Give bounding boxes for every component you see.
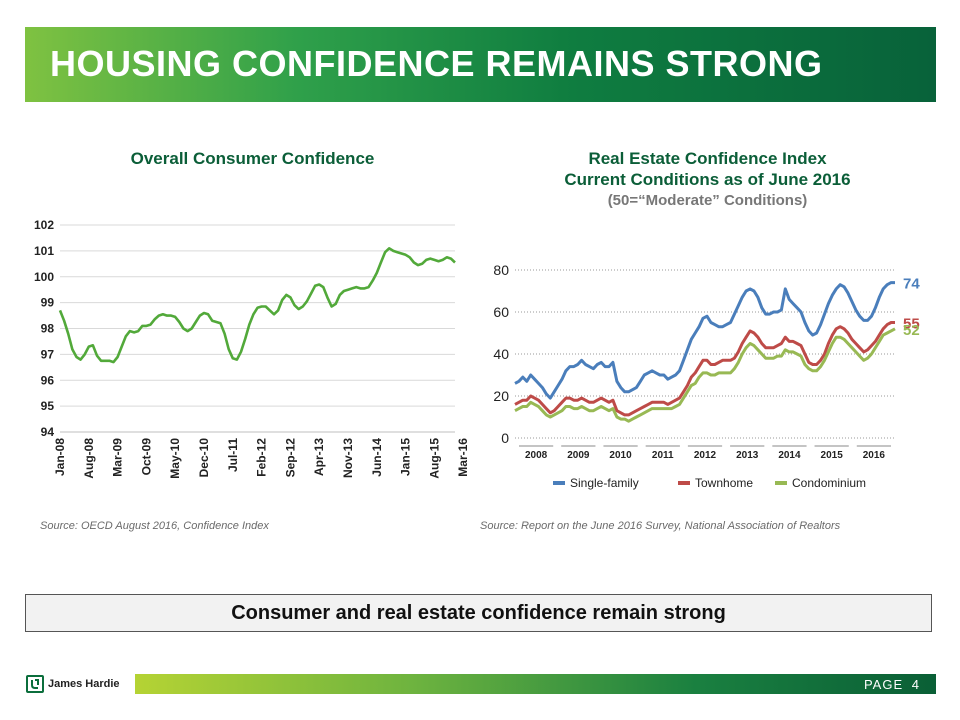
y-tick-label: 100: [34, 270, 54, 284]
x-tick-label: Jan-08: [53, 438, 67, 476]
series-end-label: 74: [903, 276, 920, 293]
y-tick-label: 80: [493, 262, 509, 278]
consumer-confidence-chart: 94 95 96 97 98 99 100 101 102 Jan-08 Aug-08 Mar-09 O…: [34, 218, 470, 479]
consumer-confidence-line: [58, 246, 456, 364]
company-logo: James Hardie: [26, 675, 120, 693]
series-end-label: 55: [903, 316, 920, 333]
x-tick-label: Jun-14: [370, 438, 384, 477]
y-tick-label: 98: [41, 322, 55, 336]
x-tick-label: 2012: [694, 450, 717, 461]
y-tick-label: 0: [501, 430, 509, 446]
x-tick-label: Feb-12: [255, 438, 269, 477]
real-estate-title-line2: Current Conditions as of June 2016: [564, 170, 851, 189]
x-tick-label: Jul-11: [226, 438, 240, 472]
y-tick-label: 60: [493, 304, 509, 320]
james-hardie-logo-icon: [26, 675, 44, 693]
x-tick-label: 2013: [736, 450, 759, 461]
x-tick-label: 2015: [821, 450, 844, 461]
real-estate-chart-source: Source: Report on the June 2016 Survey, …: [480, 520, 841, 532]
x-tick-label: 2010: [609, 450, 632, 461]
y-tick-label: 20: [493, 388, 509, 404]
y-tick-label: 97: [41, 347, 55, 361]
series-line-single-family: [514, 281, 895, 400]
page-number: 4: [911, 677, 920, 692]
footer-bar: [135, 674, 936, 694]
x-tick-label: Aug-15: [427, 438, 441, 479]
x-tick-label: Nov-13: [341, 438, 355, 478]
page-indicator: PAGE 4: [864, 677, 920, 692]
series-line-townhome: [514, 321, 895, 417]
x-tick-label: 2008: [525, 450, 548, 461]
logo-text: James Hardie: [48, 678, 120, 690]
y-tick-label: 99: [41, 296, 55, 310]
real-estate-subtitle: (50=“Moderate” Conditions): [607, 192, 808, 209]
y-tick-label: 102: [34, 218, 54, 232]
x-tick-label: Aug-08: [82, 438, 96, 479]
y-tick-label: 101: [34, 244, 54, 258]
x-tick-label: Apr-13: [312, 438, 326, 476]
legend-label: Single-family: [570, 476, 639, 490]
series-end-label: 52: [903, 322, 920, 339]
x-tick-label: Jan-15: [399, 438, 413, 476]
y-tick-label: 40: [493, 346, 509, 362]
x-tick-label: 2011: [652, 450, 674, 461]
y-tick-label: 95: [41, 399, 55, 413]
x-tick-label: Dec-10: [197, 438, 211, 478]
x-tick-label: Oct-09: [139, 438, 153, 476]
x-tick-label: 2009: [567, 450, 590, 461]
x-tick-label: May-10: [168, 438, 182, 479]
page-label: PAGE: [863, 677, 904, 692]
legend-label: Townhome: [695, 476, 753, 490]
x-tick-label: 2016: [863, 450, 886, 461]
x-tick-label: 2014: [778, 450, 801, 461]
x-tick-label: Sep-12: [283, 438, 297, 478]
slide-title: HOUSING CONFIDENCE REMAINS STRONG: [50, 43, 823, 84]
y-tick-label: 96: [41, 373, 55, 387]
x-tick-label: Mar-09: [111, 438, 125, 477]
y-tick-label: 94: [41, 425, 55, 439]
consumer-chart-title: Overall Consumer Confidence: [130, 149, 375, 168]
consumer-chart-source: Source: OECD August 2016, Confidence Ind…: [40, 520, 269, 532]
series-line-condominium: [514, 327, 896, 423]
title-banner: HOUSING CONFIDENCE REMAINS STRONG: [25, 27, 936, 102]
summary-callout: Consumer and real estate confidence rema…: [25, 594, 932, 632]
x-tick-label: Mar-16: [456, 438, 470, 477]
real-estate-title-line1: Real Estate Confidence Index: [588, 149, 827, 168]
legend-label: Condominium: [792, 476, 866, 490]
real-estate-chart-title: Real Estate Confidence Index Current Con…: [505, 148, 910, 211]
